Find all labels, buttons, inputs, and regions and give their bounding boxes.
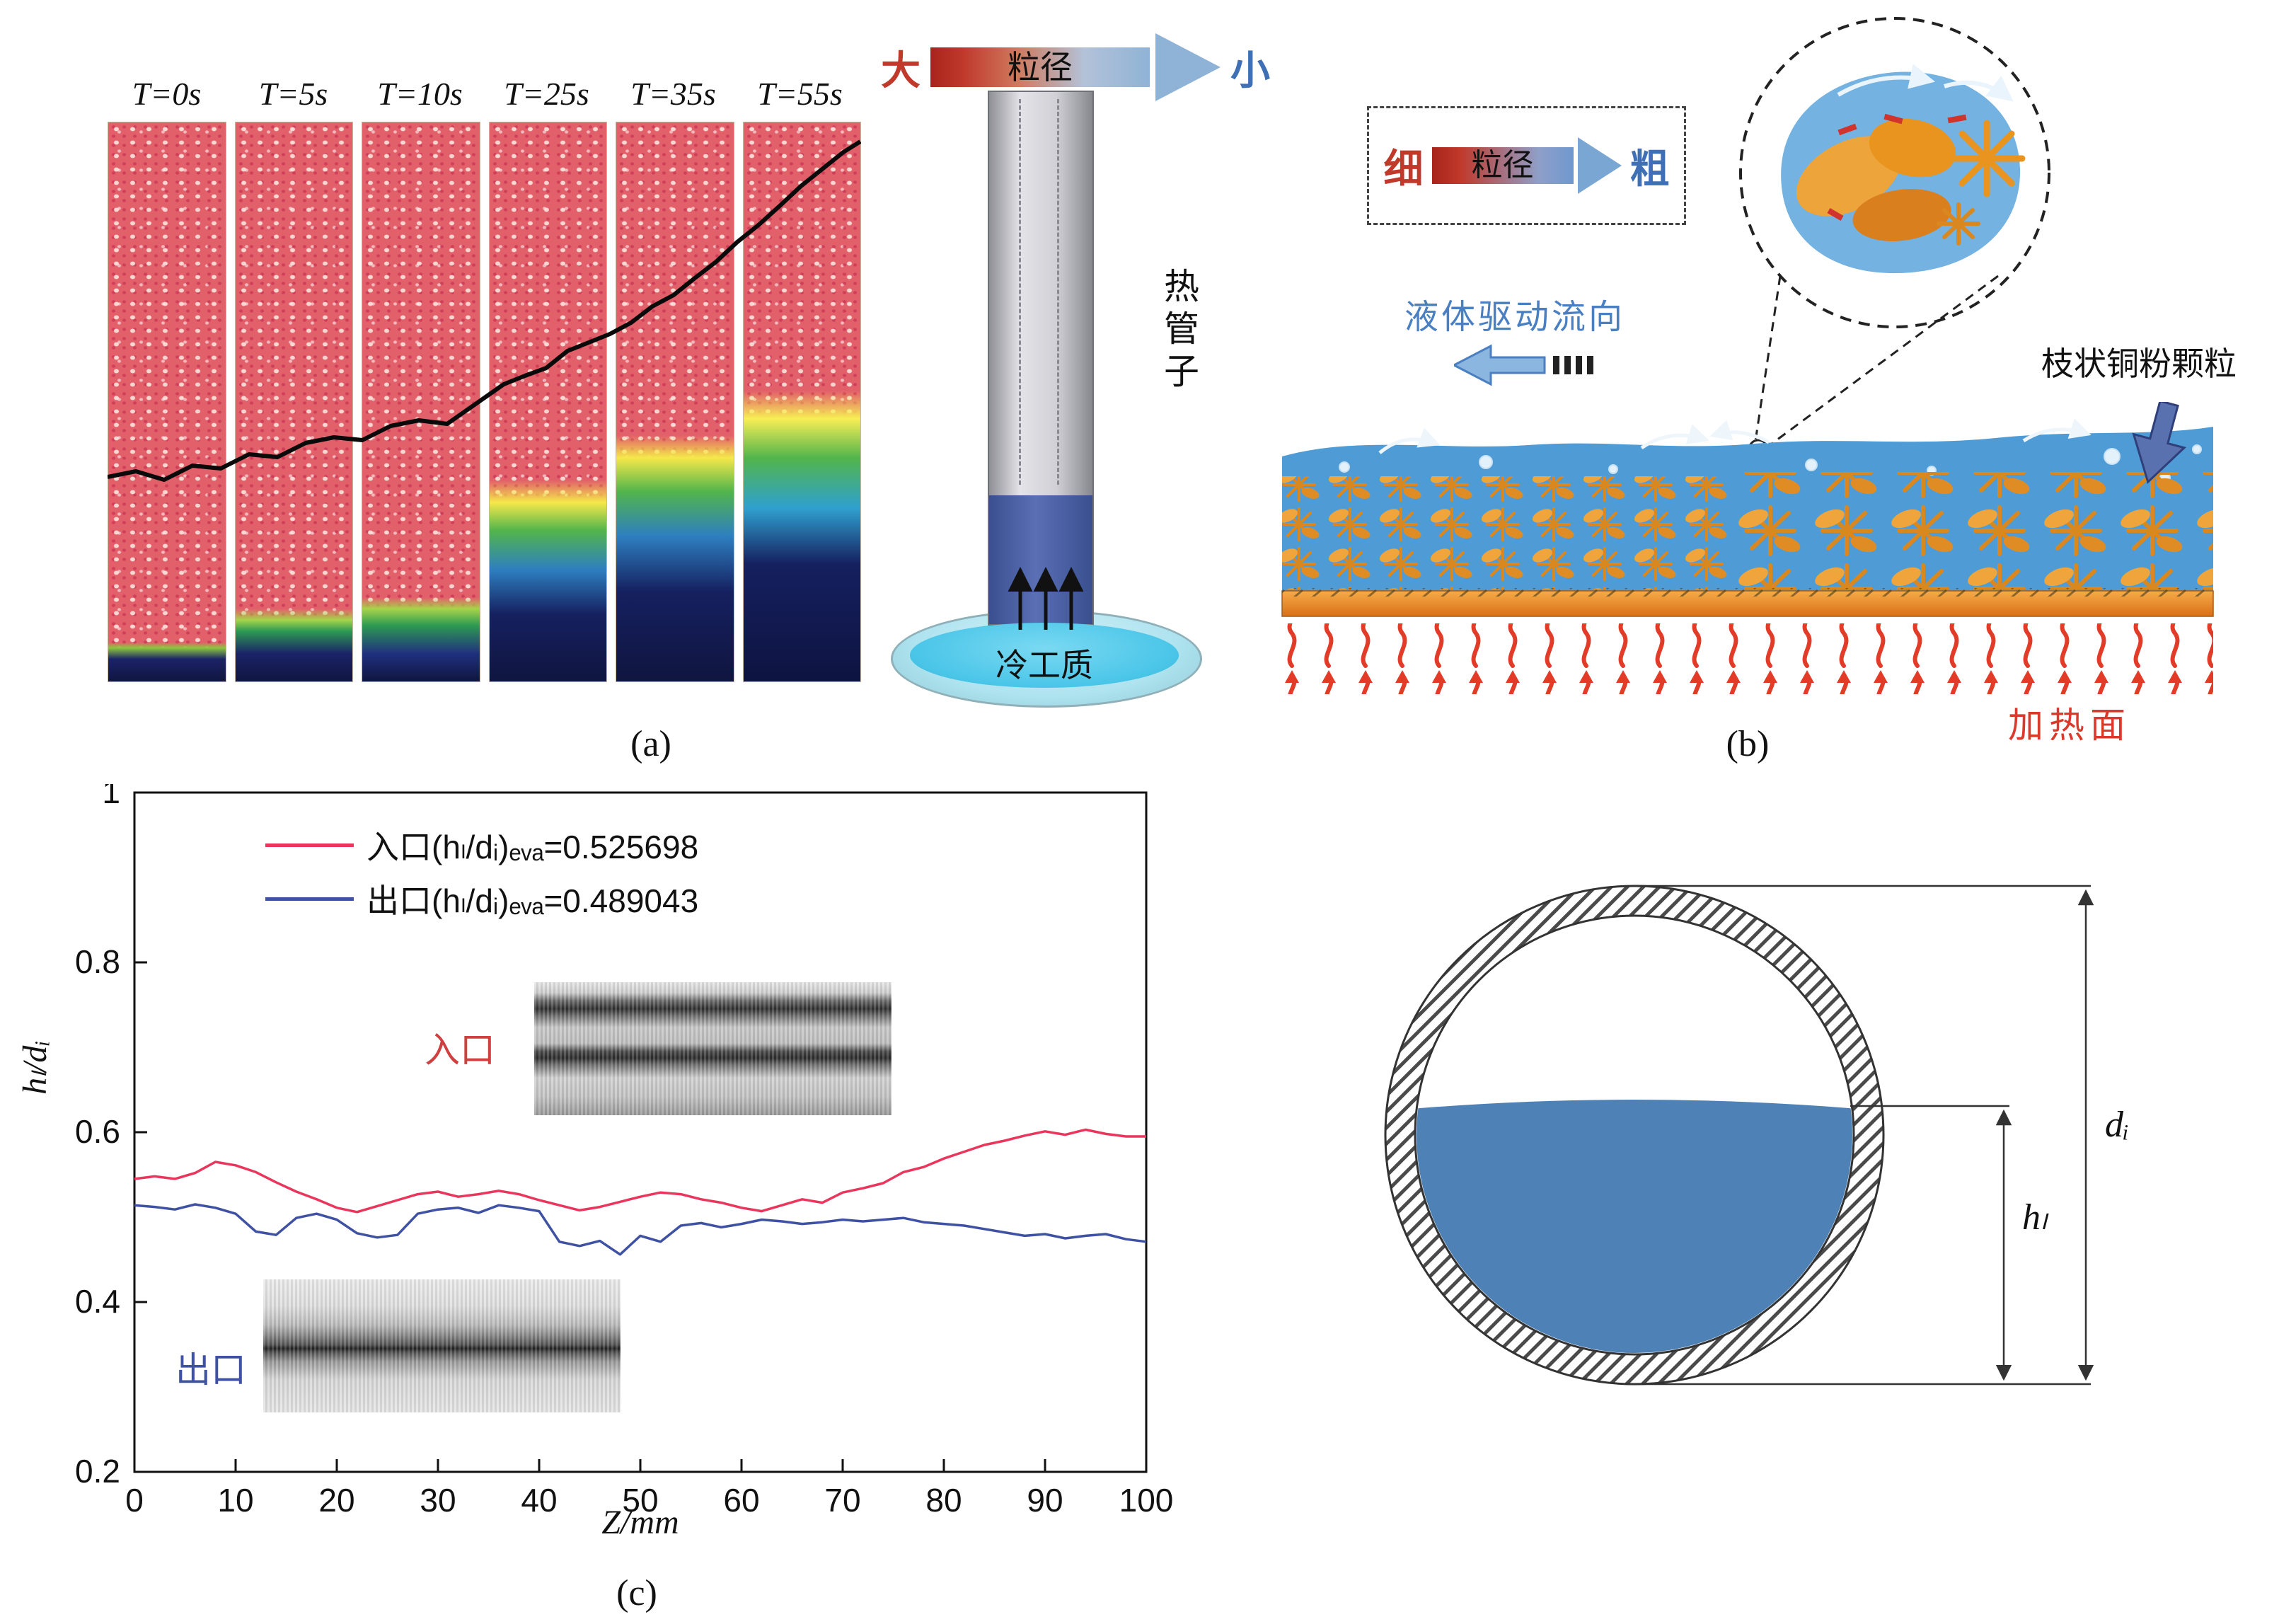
chart-legend: 入口(hₗ/dᵢ)ₑᵥₐ=0.525698 出口(hₗ/dᵢ)ₑᵥₐ=0.489… [265,824,698,919]
thermal-strip [362,122,480,682]
coolant-label: 冷工质 [996,647,1093,684]
time-label: T=10s [377,76,463,112]
svg-text:90: 90 [1027,1482,1063,1519]
svg-text:20: 20 [318,1482,354,1519]
tube-cross-section-diagram [1384,885,2094,1386]
heat-pipe-tube [988,91,1094,626]
heating-surface-label: 加热面 [2008,706,2131,745]
upward-flow-arrows-icon [1008,567,1084,630]
particle-size-gradient-arrow: 大 粒径 小 [881,28,1270,106]
legend-line-sample [265,897,354,901]
legend-label: 出口(hₗ/dᵢ)ₑᵥₐ=0.489043 [367,882,699,919]
svg-text:60: 60 [723,1482,759,1519]
tube-centerline [1019,99,1021,485]
dendritic-copper-label: 枝状铜粉颗粒 [2041,345,2237,382]
time-label: T=35s [630,76,716,112]
svg-text:0: 0 [125,1482,144,1519]
outlet-tube-photo [263,1279,621,1412]
size-fine-label: 细 [1383,146,1424,191]
size-small-label: 小 [1230,47,1270,93]
inlet-label: 入口 [425,1030,495,1070]
thermal-strip [616,122,734,682]
caption-a: (a) [630,724,671,764]
legend-label: 入口(hₗ/dᵢ)ₑᵥₐ=0.525698 [367,829,699,865]
thermal-time-labels: T=0s T=5s T=10s T=25s T=35s T=55s [108,75,861,113]
right-arrowhead-icon [1155,33,1221,101]
svg-text:80: 80 [925,1482,962,1519]
size-gradient-bar: 粒径 [930,47,1150,87]
thermal-strip [108,122,226,682]
svg-text:30: 30 [420,1482,456,1519]
svg-text:100: 100 [1119,1482,1174,1519]
thermal-strip [234,122,353,682]
time-label: T=25s [504,76,589,112]
thermal-strip [742,122,861,682]
svg-text:0.2: 0.2 [75,1453,120,1490]
svg-text:10: 10 [217,1482,253,1519]
time-label: T=0s [132,76,202,112]
time-label: T=55s [757,76,843,112]
svg-text:1: 1 [102,784,120,810]
diameter-label: dᵢ [2105,1105,2130,1145]
zoom-circle-inset [1739,17,2050,328]
svg-text:50: 50 [622,1482,658,1519]
caption-c: (c) [616,1573,657,1613]
size-coarse-label: 粗 [1629,146,1670,191]
coolant-liquid [910,623,1179,688]
caption-b: (b) [1726,724,1770,764]
inlet-tube-photo [534,982,892,1115]
tube-label: 热管子 [1159,267,1199,395]
legend-item-outlet: 出口(hₗ/dᵢ)ₑᵥₐ=0.489043 [265,878,698,919]
svg-text:0.6: 0.6 [75,1113,120,1150]
outlet-label: 出口 [175,1350,246,1390]
right-arrowhead-icon [1577,137,1622,194]
size-large-label: 大 [881,47,921,93]
svg-text:0.4: 0.4 [75,1283,120,1320]
wicking-schematic [1281,418,2214,694]
svg-text:0.8: 0.8 [75,943,120,980]
svg-text:70: 70 [824,1482,860,1519]
size-gradient-bar: 粒径 [1431,147,1574,184]
svg-text:40: 40 [521,1482,557,1519]
thermal-image-strips [108,122,861,682]
height-label: hₗ [2022,1197,2047,1238]
legend-item-inlet: 入口(hₗ/dᵢ)ₑᵥₐ=0.525698 [265,824,698,865]
thermal-strip [488,122,607,682]
legend-line-sample [265,843,354,847]
down-arrow-icon [2132,402,2187,484]
y-axis-label: hₗ/dᵢ [16,1040,54,1095]
particle-size-legend-box: 细 粒径 粗 [1367,106,1686,225]
flow-direction-label: 液体驱动流向 [1404,299,1626,336]
x-axis-label: Z/mm [601,1504,679,1541]
tube-liquid-section [989,495,1092,624]
time-label: T=5s [258,76,328,112]
tube-centerline [1057,99,1059,485]
left-flow-arrow-icon [1454,344,1593,386]
